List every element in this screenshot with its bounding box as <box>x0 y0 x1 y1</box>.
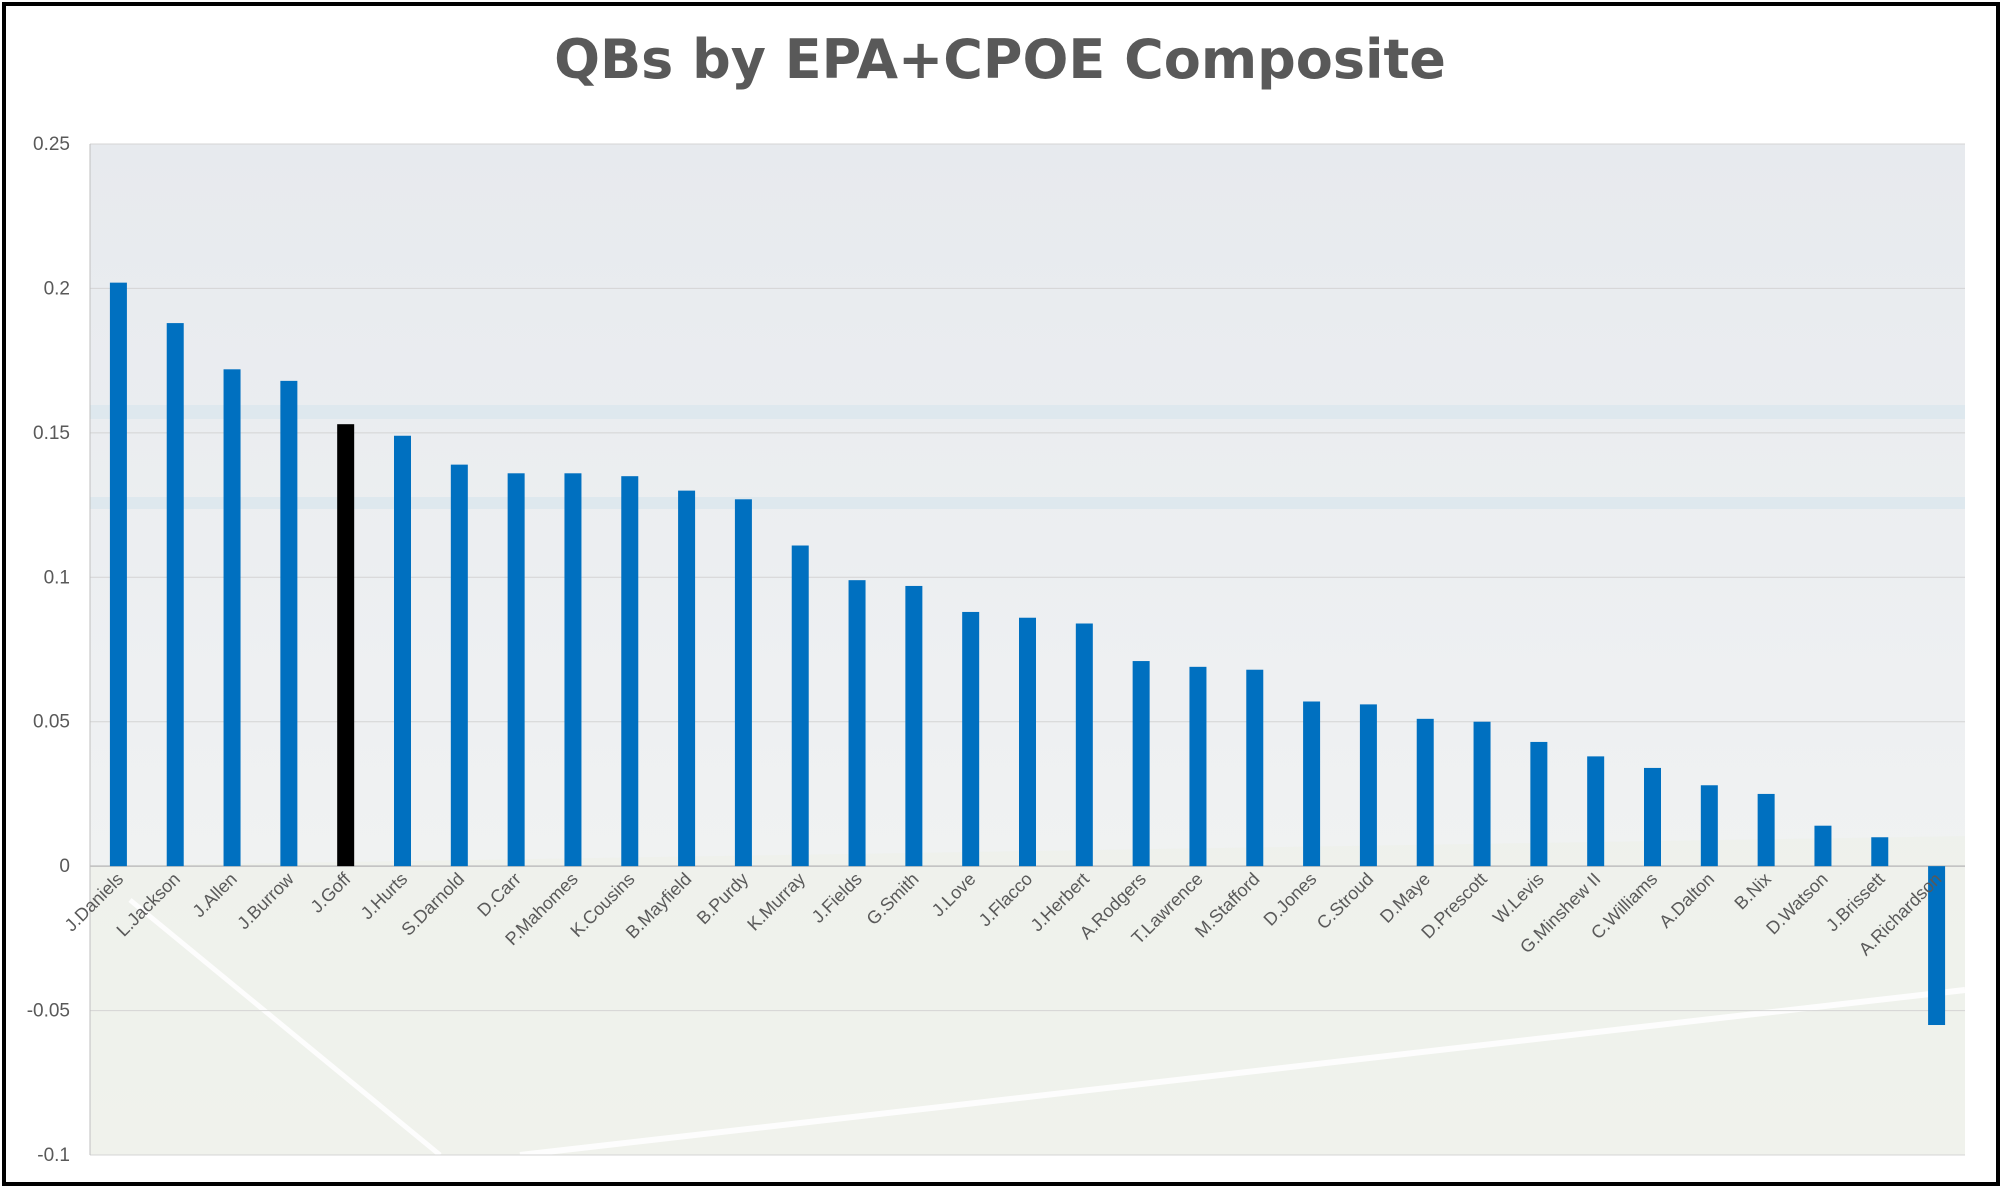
bar <box>1075 623 1093 867</box>
bar <box>280 380 298 867</box>
bar <box>1928 866 1946 1026</box>
bar <box>394 435 411 867</box>
y-tick-label: 0 <box>59 856 70 877</box>
bars <box>109 282 1946 1026</box>
bar <box>1189 666 1207 867</box>
bar <box>109 282 127 867</box>
bar <box>678 490 696 867</box>
y-tick-label: 0.2 <box>44 278 70 299</box>
bar <box>791 545 809 867</box>
bar <box>905 585 923 867</box>
bar <box>450 464 468 867</box>
bar <box>621 476 639 867</box>
y-tick-label: 0.1 <box>44 567 70 588</box>
bar <box>1132 661 1150 867</box>
field-area <box>90 836 1965 1155</box>
bar <box>1246 669 1264 867</box>
bar <box>848 580 866 867</box>
bar <box>564 473 582 867</box>
chart-title: QBs by EPA+CPOE Composite <box>554 28 1446 91</box>
bar <box>223 369 241 867</box>
bar <box>1416 718 1434 867</box>
bar <box>166 323 184 867</box>
bar <box>337 424 355 867</box>
y-tick-label: 0.15 <box>33 423 70 444</box>
y-tick-label: -0.1 <box>37 1145 70 1166</box>
bar <box>734 499 752 867</box>
bar <box>962 611 980 867</box>
bar <box>507 473 525 867</box>
bar <box>1473 721 1491 867</box>
bar <box>1814 825 1832 867</box>
stadium-band <box>90 405 1965 419</box>
y-tick-label: -0.05 <box>27 1001 70 1022</box>
bar <box>1644 767 1661 867</box>
bar <box>1871 837 1889 867</box>
bar <box>1530 741 1548 867</box>
field-line <box>519 987 1966 1158</box>
bar <box>1303 701 1321 867</box>
y-tick-labels: 0.25 0.2 0.15 0.1 0.05 0 -0.05 -0.1 <box>27 134 70 1166</box>
bar <box>1359 704 1377 867</box>
y-tick-label: 0.25 <box>33 134 70 155</box>
y-tick-label: 0.05 <box>33 712 70 733</box>
bar <box>1757 793 1775 867</box>
bar <box>1019 617 1036 867</box>
field-line <box>128 898 442 1157</box>
bar <box>1700 785 1718 867</box>
stadium-band <box>90 497 1965 509</box>
bar <box>1587 756 1605 867</box>
